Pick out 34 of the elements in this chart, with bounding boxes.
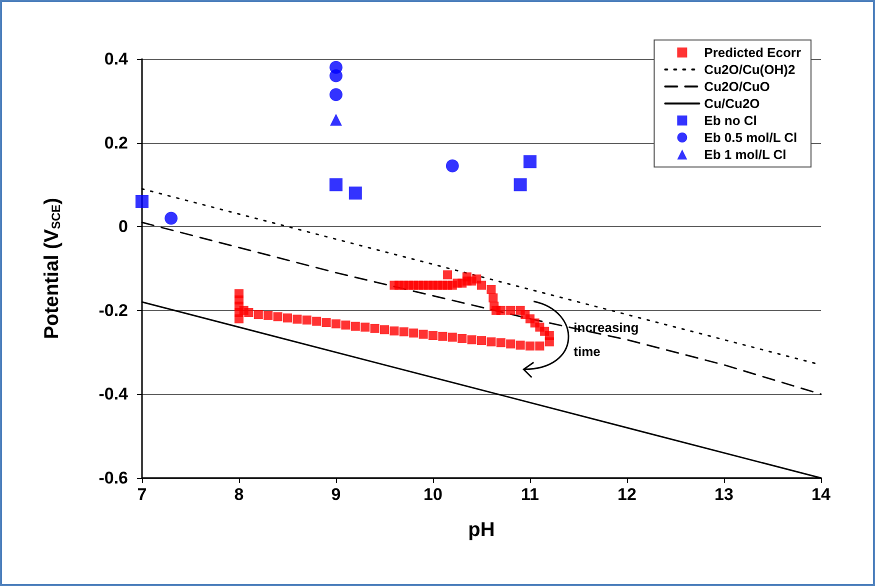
x-tick-label: 12 xyxy=(618,485,636,504)
point xyxy=(330,178,342,192)
y-tick-label: -0.6 xyxy=(98,468,128,488)
point xyxy=(330,114,342,126)
legend-label: Eb 1 mol/L Cl xyxy=(704,147,786,162)
x-axis-title: pH xyxy=(468,519,495,541)
point xyxy=(164,212,178,225)
x-tick-label: 10 xyxy=(424,485,442,504)
point xyxy=(514,178,527,192)
y-tick-label: -0.4 xyxy=(98,384,129,404)
point xyxy=(330,69,342,82)
point xyxy=(446,159,459,172)
legend-label: Predicted Ecorr xyxy=(704,45,802,60)
legend-label: Eb no Cl xyxy=(704,113,757,128)
x-tick-label: 7 xyxy=(137,485,147,504)
legend-label: Cu2O/CuO xyxy=(704,79,770,94)
y-tick-label: 0 xyxy=(118,217,128,236)
y-tick-label: -0.2 xyxy=(98,300,128,320)
y-tick-label: 0.2 xyxy=(104,133,128,152)
y-tick-label: 0.4 xyxy=(104,50,129,68)
annotation: increasing time xyxy=(574,320,642,359)
x-tick-label: 14 xyxy=(812,485,831,504)
x-tick-label: 9 xyxy=(331,485,341,504)
legend-label: Cu2O/Cu(OH)2 xyxy=(704,62,796,77)
point xyxy=(136,194,148,208)
point xyxy=(524,155,536,168)
x-tick-label: 11 xyxy=(521,485,539,504)
legend-label: Cu/Cu2O xyxy=(704,96,760,111)
y-axis-title: Potential (VSCE) xyxy=(41,198,63,340)
legend-label: Eb 0.5 mol/L Cl xyxy=(704,130,798,145)
x-tick-label: 8 xyxy=(234,485,244,504)
point xyxy=(330,88,342,102)
x-tick-label: 13 xyxy=(714,485,734,504)
point xyxy=(348,186,362,200)
